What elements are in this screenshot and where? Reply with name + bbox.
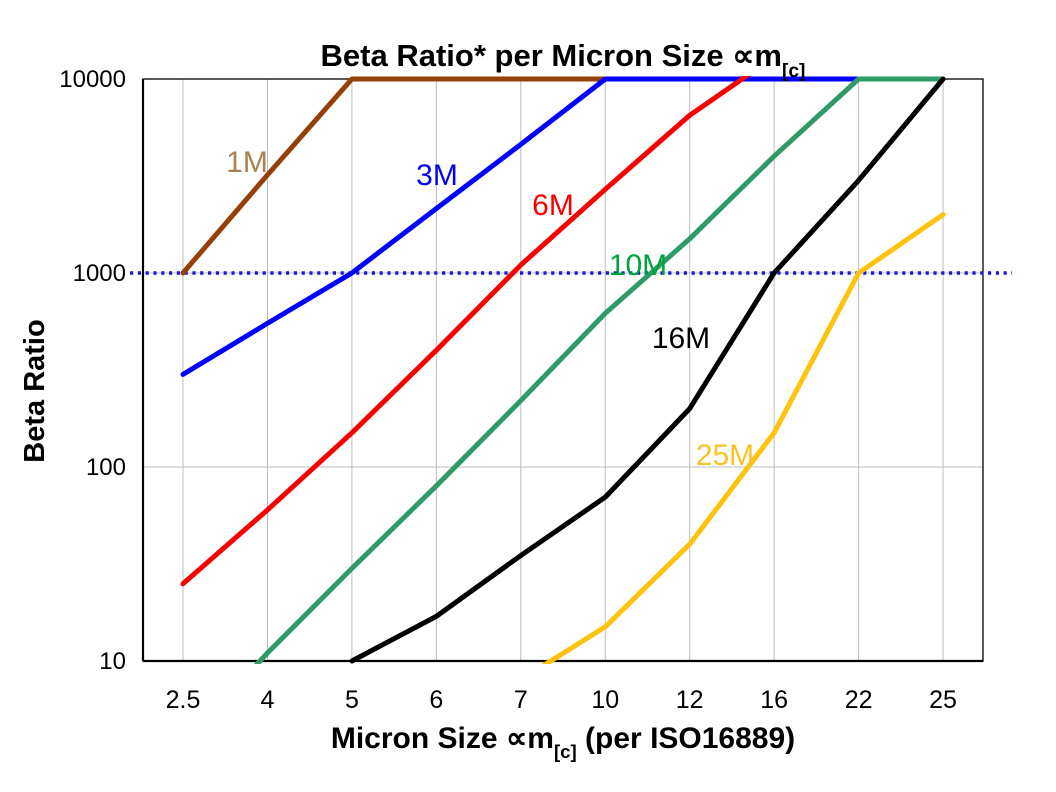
x-tick-22: 22: [845, 686, 873, 714]
series-line-6M: [180, 76, 751, 587]
y-tick-10: 10: [99, 648, 126, 675]
x-tick-6: 6: [429, 686, 443, 714]
series-label-1M: 1M: [226, 146, 268, 179]
chart-title-text: Beta Ratio* per Micron Size ∝m: [320, 38, 782, 73]
chart-title-subscript: [c]: [781, 60, 806, 82]
series-label-6M: 6M: [532, 189, 574, 222]
x-tick-12: 12: [676, 686, 704, 714]
series-line-25M: [541, 212, 946, 664]
x-tick-5: 5: [345, 686, 359, 714]
x-tick-25: 25: [929, 686, 957, 714]
x-tick-10: 10: [591, 686, 619, 714]
x-tick-16: 16: [760, 686, 788, 714]
series-line-1M: [180, 76, 608, 276]
x-tick-7: 7: [514, 686, 528, 714]
x-axis-title: Micron Size ∝m[c] (per ISO16889): [143, 721, 983, 763]
y-axis-title: Beta Ratio: [19, 319, 51, 463]
plot-border: [142, 78, 984, 662]
series-lines: [180, 76, 946, 664]
series-line-16M: [349, 76, 946, 664]
series-label-3M: 3M: [416, 159, 458, 192]
x-axis-title-suffix: (per ISO16889): [576, 722, 796, 755]
series-line-10M: [253, 76, 946, 664]
x-tick-4: 4: [260, 686, 274, 714]
series-label-16M: 16M: [652, 322, 710, 355]
y-tick-10000: 10000: [59, 66, 126, 93]
x-axis-title-text: Micron Size ∝m: [330, 722, 554, 755]
x-tick-2.5: 2.5: [166, 686, 201, 714]
y-tick-100: 100: [86, 454, 126, 481]
series-label-10M: 10M: [609, 249, 667, 282]
y-tick-1000: 1000: [73, 260, 126, 287]
x-axis-title-subscript: [c]: [553, 741, 577, 763]
series-label-25M: 25M: [696, 439, 754, 472]
chart-title: Beta Ratio* per Micron Size ∝m[c]: [143, 38, 983, 82]
